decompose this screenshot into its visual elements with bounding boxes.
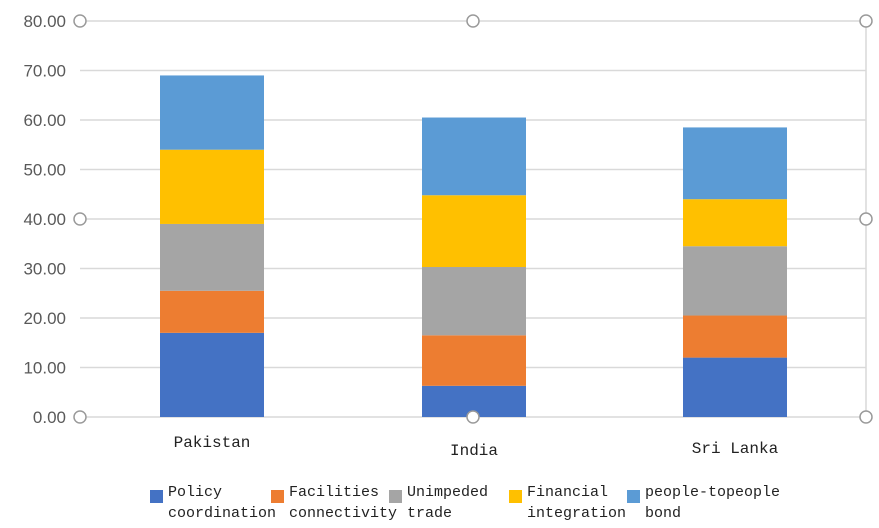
bar-segment <box>422 267 526 336</box>
bar-segment <box>160 290 264 333</box>
legend-swatch <box>509 490 522 503</box>
x-category-label: India <box>450 442 498 460</box>
bar-segment <box>160 75 264 150</box>
selection-handle <box>466 410 480 424</box>
y-tick-label: 70.00 <box>23 62 66 81</box>
x-category-label: Pakistan <box>174 434 251 452</box>
legend-swatch <box>389 490 402 503</box>
selection-handle <box>859 410 873 424</box>
bar-segment <box>683 127 787 200</box>
y-tick-label: 80.00 <box>23 12 66 31</box>
bar-segment <box>683 357 787 417</box>
y-tick-label: 0.00 <box>33 408 66 427</box>
legend-label: Financial <box>527 484 608 501</box>
legend-label: people-topeople <box>645 484 780 501</box>
y-tick-label: 60.00 <box>23 111 66 130</box>
legend-label: coordination <box>168 505 276 522</box>
bar-segment <box>422 195 526 268</box>
bar-segment <box>683 199 787 247</box>
y-tick-label: 40.00 <box>23 210 66 229</box>
y-tick-label: 10.00 <box>23 359 66 378</box>
selection-handle <box>73 410 87 424</box>
bar-segment <box>422 117 526 196</box>
legend-label: trade <box>407 505 452 522</box>
y-tick-label: 20.00 <box>23 309 66 328</box>
legend-swatch <box>627 490 640 503</box>
selection-handle <box>859 212 873 226</box>
bar-segment <box>422 335 526 386</box>
selection-handle <box>73 14 87 28</box>
legend-label: Policy <box>168 484 222 501</box>
legend-swatch <box>271 490 284 503</box>
bar-segment <box>160 223 264 291</box>
bar-segment <box>160 332 264 417</box>
legend-label: connectivity <box>289 505 397 522</box>
selection-handle <box>73 212 87 226</box>
legend-label: bond <box>645 505 681 522</box>
bar-segment <box>683 246 787 316</box>
selection-handle <box>859 14 873 28</box>
bar-segment <box>683 315 787 358</box>
bar-segment <box>160 149 264 224</box>
y-tick-label: 30.00 <box>23 260 66 279</box>
legend-label: Facilities <box>289 484 379 501</box>
legend-label: Unimpeded <box>407 484 488 501</box>
x-category-label: Sri Lanka <box>692 440 779 458</box>
legend-label: integration <box>527 505 626 522</box>
selection-handle <box>466 14 480 28</box>
legend-swatch <box>150 490 163 503</box>
y-tick-label: 50.00 <box>23 161 66 180</box>
